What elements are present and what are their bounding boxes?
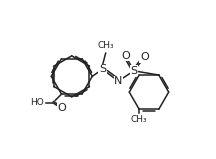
Text: CH₃: CH₃: [131, 115, 148, 124]
Text: O: O: [140, 52, 149, 62]
Text: O: O: [121, 51, 130, 61]
Text: S: S: [130, 66, 138, 76]
Text: O: O: [57, 103, 66, 113]
Text: S: S: [99, 64, 106, 74]
Text: HO: HO: [30, 98, 43, 107]
Text: N: N: [114, 76, 122, 86]
Text: CH₃: CH₃: [97, 41, 114, 50]
